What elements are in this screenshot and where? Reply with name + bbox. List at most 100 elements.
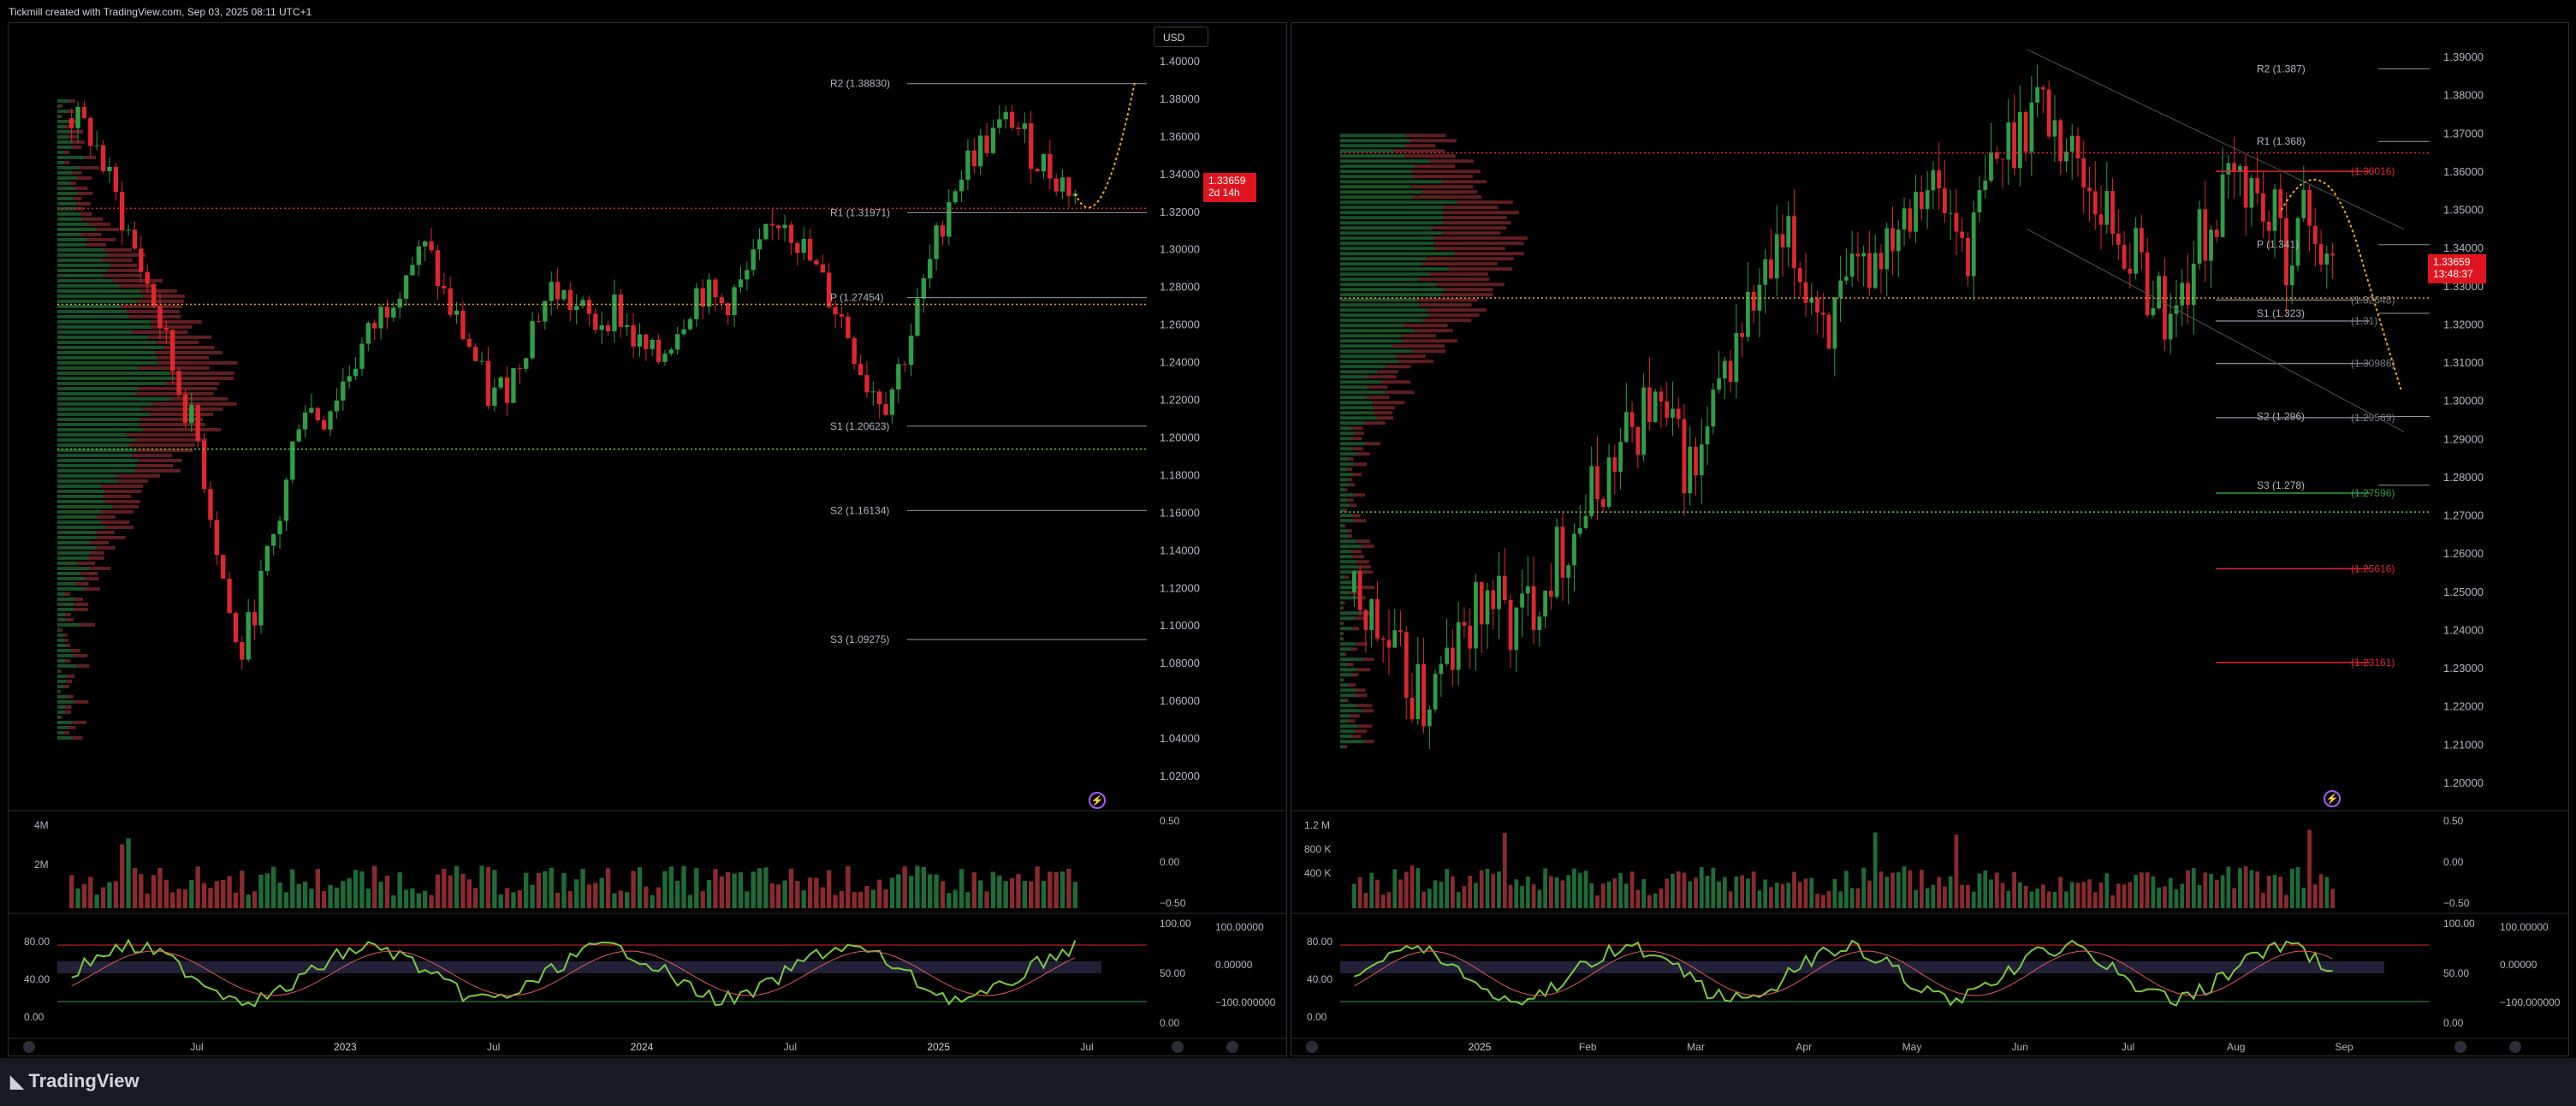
candle-body: [827, 272, 832, 307]
volume-profile-bar: [73, 196, 82, 200]
volume-bar: [852, 892, 857, 908]
candle-body: [157, 306, 163, 328]
volume-bar: [1022, 881, 1027, 908]
candle-body: [442, 286, 447, 288]
candle-body: [877, 391, 882, 405]
volume-bar: [271, 866, 276, 908]
left-chart-panel[interactable]: 1.40000 1.38000 1.36000 1.34000 1.32000 1.300…: [8, 22, 1287, 1056]
volume-bar: [2289, 868, 2294, 908]
candle-body: [971, 150, 976, 167]
volume-bar: [214, 881, 219, 908]
candle-body: [1566, 565, 1571, 578]
volume-bar: [947, 893, 952, 908]
volume-bar: [625, 892, 630, 908]
right-chart-panel[interactable]: 1.39000 1.38000 1.37000 1.36000 1.35000 1.340…: [1291, 22, 2569, 1056]
price-axis-label: 1.30000: [2443, 395, 2484, 407]
volume-bar: [328, 884, 333, 908]
volume-profile-bar: [1423, 318, 1472, 323]
lightning-icon[interactable]: ⚡: [2324, 790, 2341, 807]
pivot-label: S3 (1.09275): [830, 633, 889, 645]
candle-body: [1623, 412, 1629, 443]
candle-body: [1711, 389, 1716, 427]
volume-bar: [2104, 873, 2110, 908]
candle-body: [1549, 591, 1553, 598]
price-axis-label: 1.10000: [1160, 619, 1200, 632]
candle-body: [1994, 152, 1999, 159]
volume-bar: [511, 892, 516, 908]
volume-right-axis-label: 0.00: [1160, 856, 1180, 868]
volume-bar: [561, 873, 567, 908]
volume-profile-bar: [1342, 621, 1344, 626]
volume-profile-bar: [1340, 580, 1351, 585]
volume-profile-bar: [1340, 663, 1348, 667]
volume-bar: [1054, 871, 1059, 908]
volume-bar: [536, 872, 542, 908]
volume-bar: [1705, 876, 1710, 908]
volume-bar: [315, 869, 320, 908]
left-chart-canvas[interactable]: 1.40000 1.38000 1.36000 1.34000 1.32000 1.300…: [9, 23, 1286, 1055]
volume-bar: [2069, 882, 2074, 908]
volume-profile-bar: [1340, 288, 1445, 292]
right-chart-canvas[interactable]: 1.39000 1.38000 1.37000 1.36000 1.35000 1.340…: [1291, 23, 2568, 1055]
volume-profile-bar: [1340, 442, 1365, 446]
volume-bar: [1416, 868, 1421, 908]
volume-profile-bar: [66, 679, 72, 683]
volume-bar: [1751, 871, 1756, 908]
volume-profile-bar: [57, 663, 77, 668]
volume-profile-bar: [132, 453, 172, 457]
volume-bar: [2209, 873, 2213, 908]
candle-body: [618, 294, 623, 328]
volume-profile-bar: [1373, 406, 1396, 410]
volume-bar: [2052, 891, 2057, 908]
candle-body: [1699, 444, 1704, 476]
volume-profile-bar: [87, 222, 110, 226]
volume-profile-bar: [57, 129, 71, 134]
volume-bar: [555, 892, 561, 908]
currency-button[interactable]: USD: [1154, 27, 1208, 47]
volume-profile-bar: [1368, 375, 1397, 379]
volume-profile-bar: [1340, 699, 1345, 703]
volume-profile-bar: [57, 735, 73, 740]
volume-profile-bar: [127, 309, 180, 313]
volume-profile-bar: [57, 412, 151, 416]
volume-profile-bar: [57, 227, 97, 231]
volume-profile-bar: [116, 473, 160, 478]
volume-profile-bar: [1340, 159, 1431, 164]
volume-profile-bar: [1386, 365, 1410, 369]
volume-bar: [1445, 869, 1449, 908]
volume-profile-bar: [138, 458, 182, 462]
volume-axis-label: 800 K: [1304, 843, 1331, 855]
volume-bar: [1734, 876, 1739, 908]
volume-bar: [549, 867, 554, 908]
osc-right-axis-label: 100.00: [1160, 918, 1191, 930]
candle-body: [1618, 442, 1623, 473]
volume-bar: [479, 865, 484, 908]
candle-body: [732, 287, 737, 316]
price-axis-label: 1.37000: [2443, 127, 2484, 140]
volume-profile-bar: [134, 468, 181, 473]
volume-profile-bar: [1340, 467, 1348, 472]
candle-body: [1919, 191, 1924, 210]
candle-body: [2046, 89, 2051, 137]
fib-level-label: (1.27596): [2351, 487, 2395, 499]
volume-bar: [2255, 871, 2260, 908]
candle-body: [883, 404, 888, 415]
volume-profile-bar: [64, 710, 71, 714]
volume-bar: [2197, 884, 2202, 908]
tradingview-logo[interactable]: ◣ TradingView: [10, 1070, 139, 1092]
candle-body: [221, 555, 226, 580]
volume-profile-bar: [103, 494, 132, 498]
volume-profile-bar: [75, 581, 89, 586]
candle-body: [347, 376, 352, 382]
volume-profile-bar: [1340, 529, 1349, 533]
candle-body: [2232, 163, 2236, 171]
volume-profile-bar: [143, 427, 222, 431]
candle-body: [2318, 244, 2324, 265]
volume-profile-bar: [1340, 621, 1343, 626]
volume-profile-bar: [57, 181, 71, 185]
volume-profile-bar: [57, 350, 156, 354]
lightning-icon[interactable]: ⚡: [1089, 792, 1106, 809]
volume-bar: [322, 891, 327, 908]
candle-body: [757, 239, 763, 250]
volume-profile-bar: [103, 273, 141, 277]
